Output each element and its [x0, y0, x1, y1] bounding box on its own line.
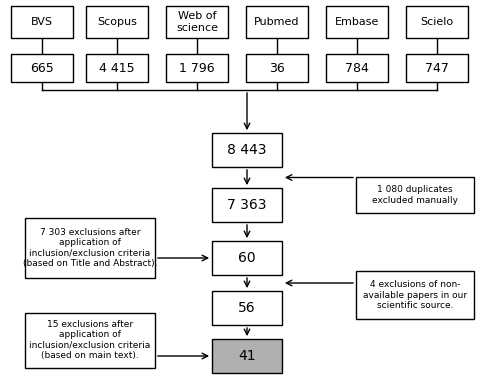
- Bar: [11, 54, 73, 82]
- Text: 8 443: 8 443: [227, 143, 267, 157]
- Text: 4 415: 4 415: [99, 61, 135, 75]
- Bar: [406, 6, 468, 38]
- Text: 60: 60: [238, 251, 256, 265]
- Text: Scielo: Scielo: [420, 17, 454, 27]
- Bar: [166, 6, 228, 38]
- Text: 56: 56: [238, 301, 256, 315]
- Bar: [212, 133, 282, 167]
- Bar: [326, 6, 388, 38]
- Text: Scopus: Scopus: [97, 17, 137, 27]
- Bar: [406, 54, 468, 82]
- Bar: [86, 6, 148, 38]
- Bar: [212, 291, 282, 325]
- Bar: [25, 218, 155, 278]
- Bar: [326, 54, 388, 82]
- Bar: [166, 54, 228, 82]
- Text: 7 363: 7 363: [227, 198, 267, 212]
- Text: 36: 36: [269, 61, 285, 75]
- Bar: [212, 241, 282, 275]
- Text: 15 exclusions after
application of
inclusion/exclusion criteria
(based on main t: 15 exclusions after application of inclu…: [30, 320, 150, 360]
- Text: 1 796: 1 796: [179, 61, 215, 75]
- Text: 747: 747: [425, 61, 449, 75]
- Bar: [246, 54, 308, 82]
- Bar: [25, 313, 155, 368]
- Text: 7 303 exclusions after
application of
inclusion/exclusion criteria
(based on Tit: 7 303 exclusions after application of in…: [23, 228, 157, 268]
- Text: 4 exclusions of non-
available papers in our
scientific source.: 4 exclusions of non- available papers in…: [363, 280, 467, 310]
- Text: 784: 784: [345, 61, 369, 75]
- Text: Web of
science: Web of science: [176, 11, 218, 33]
- Text: BVS: BVS: [31, 17, 53, 27]
- Bar: [212, 339, 282, 373]
- Text: Embase: Embase: [335, 17, 379, 27]
- Text: Pubmed: Pubmed: [254, 17, 300, 27]
- Text: 41: 41: [238, 349, 256, 363]
- Text: 1 080 duplicates
excluded manually: 1 080 duplicates excluded manually: [372, 185, 458, 205]
- Text: 665: 665: [30, 61, 54, 75]
- Bar: [246, 6, 308, 38]
- Bar: [356, 271, 474, 319]
- Bar: [212, 188, 282, 222]
- Bar: [86, 54, 148, 82]
- Bar: [356, 177, 474, 213]
- Bar: [11, 6, 73, 38]
